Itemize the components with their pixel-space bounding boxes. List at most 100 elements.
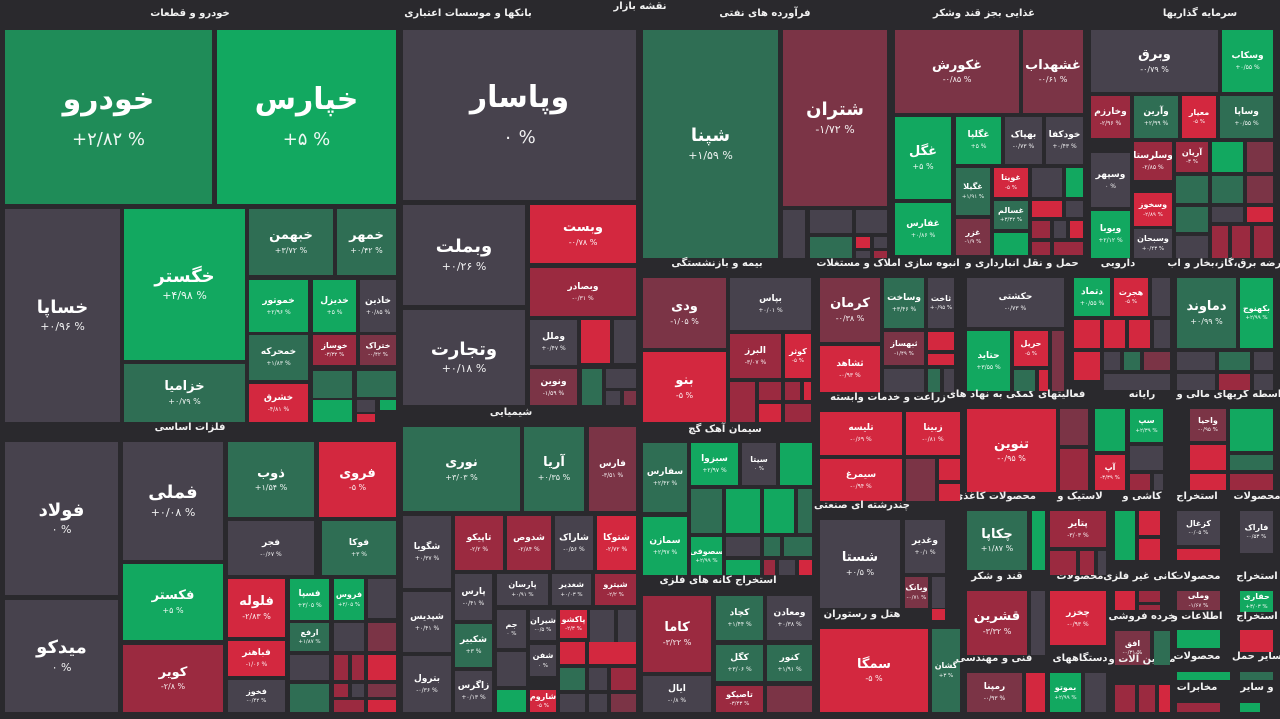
small-stock-tile[interactable] <box>1176 236 1208 258</box>
small-stock-tile[interactable] <box>691 489 722 533</box>
small-stock-tile[interactable] <box>589 642 636 664</box>
small-stock-tile[interactable] <box>884 369 924 392</box>
stock-tile[interactable]: غگل +۵ % <box>895 117 951 199</box>
small-stock-tile[interactable] <box>1054 221 1066 238</box>
stock-tile[interactable]: چخزر -۰/۹۳ % <box>1050 591 1106 645</box>
stock-tile[interactable]: پتایر -۳/۰۳ % <box>1050 511 1106 547</box>
small-stock-tile[interactable] <box>1060 409 1088 445</box>
small-stock-tile[interactable] <box>611 668 636 690</box>
stock-tile[interactable]: شتوکا -۲/۷۲ % <box>597 516 636 570</box>
small-stock-tile[interactable] <box>1115 591 1135 610</box>
stock-tile[interactable]: وسبحان +۰/۴۳ % <box>1134 229 1172 258</box>
small-stock-tile[interactable] <box>1085 673 1106 712</box>
small-stock-tile[interactable] <box>1190 445 1226 470</box>
stock-tile[interactable]: پاکشو -۲/۳ % <box>560 610 587 638</box>
stock-tile[interactable]: خساپا +۰/۹۶ % <box>5 209 120 422</box>
small-stock-tile[interactable] <box>785 382 800 400</box>
stock-tile[interactable]: سیتا ۰ % <box>742 443 776 485</box>
small-stock-tile[interactable] <box>1159 685 1170 712</box>
stock-tile[interactable]: فروی -۵ % <box>319 442 396 517</box>
small-stock-tile[interactable] <box>357 371 396 397</box>
stock-tile[interactable]: رمپنا -۰/۹۳ % <box>967 673 1022 712</box>
small-stock-tile[interactable] <box>1177 703 1220 712</box>
stock-tile[interactable]: فوکا +۳ % <box>322 521 396 575</box>
stock-tile[interactable]: وسخوز -۲/۸۹ % <box>1134 193 1172 226</box>
small-stock-tile[interactable] <box>1154 320 1170 348</box>
small-stock-tile[interactable] <box>497 652 526 686</box>
small-stock-tile[interactable] <box>1031 591 1045 655</box>
stock-tile[interactable]: ارفع +۱/۸۷ % <box>290 623 329 651</box>
small-stock-tile[interactable] <box>290 655 329 680</box>
stock-tile[interactable]: سبزوا +۲/۹۷ % <box>691 443 738 485</box>
small-stock-tile[interactable] <box>1032 221 1050 238</box>
small-stock-tile[interactable] <box>1115 511 1135 560</box>
stock-tile[interactable]: فلوله -۲/۸۳ % <box>228 579 285 637</box>
small-stock-tile[interactable] <box>590 610 614 646</box>
stock-tile[interactable]: فکستر +۵ % <box>123 564 223 640</box>
small-stock-tile[interactable] <box>759 382 781 400</box>
stock-tile[interactable]: وبست -۰/۷۸ % <box>530 205 636 263</box>
small-stock-tile[interactable] <box>856 251 870 258</box>
small-stock-tile[interactable] <box>1139 539 1160 560</box>
stock-tile[interactable]: هجرت -۵ % <box>1114 278 1148 316</box>
small-stock-tile[interactable] <box>582 369 602 405</box>
small-stock-tile[interactable] <box>589 668 607 690</box>
stock-tile[interactable]: وپاسار ۰ % <box>403 30 636 200</box>
small-stock-tile[interactable] <box>1219 374 1250 390</box>
stock-tile[interactable]: شتران -۱/۷۲ % <box>783 30 887 206</box>
small-stock-tile[interactable] <box>1014 370 1035 391</box>
stock-tile[interactable]: وساخت +۳/۴۶ % <box>884 278 924 328</box>
stock-tile[interactable]: نوری +۳/۰۳ % <box>403 427 520 511</box>
stock-tile[interactable]: بموتو +۲/۹۹ % <box>1050 673 1081 712</box>
stock-tile[interactable]: فخوز -۰/۴۲ % <box>228 680 285 712</box>
small-stock-tile[interactable] <box>606 369 636 388</box>
small-stock-tile[interactable] <box>928 332 954 350</box>
small-stock-tile[interactable] <box>1032 168 1062 197</box>
stock-tile[interactable]: کنور +۱/۹۱ % <box>767 645 812 681</box>
small-stock-tile[interactable] <box>1026 673 1045 712</box>
stock-tile[interactable]: وملی -۱/۶۷ % <box>1177 591 1220 610</box>
small-stock-tile[interactable] <box>1177 549 1220 560</box>
stock-tile[interactable]: خودکفا +۰/۴۳ % <box>1046 117 1083 164</box>
stock-tile[interactable]: شیترو -۲/۲ % <box>595 574 636 605</box>
small-stock-tile[interactable] <box>1098 551 1106 575</box>
small-stock-tile[interactable] <box>334 623 364 651</box>
small-stock-tile[interactable] <box>1240 672 1273 680</box>
stock-tile[interactable]: خزامیا +۰/۷۹ % <box>124 364 245 422</box>
small-stock-tile[interactable] <box>1130 474 1150 490</box>
stock-tile[interactable]: دتماد +۰/۵۵ % <box>1074 278 1110 316</box>
small-stock-tile[interactable] <box>1130 446 1163 470</box>
small-stock-tile[interactable] <box>906 459 935 501</box>
small-stock-tile[interactable] <box>368 655 396 680</box>
stock-tile[interactable]: زاگرس +۰/۱۳ % <box>455 671 492 712</box>
stock-tile[interactable]: کرمان -۰/۳۸ % <box>820 278 880 342</box>
small-stock-tile[interactable] <box>1230 409 1273 451</box>
stock-tile[interactable]: وساپا +۰/۵۵ % <box>1220 96 1273 138</box>
small-stock-tile[interactable] <box>804 382 811 400</box>
stock-tile[interactable]: شغدیر +۰/۰۳ % <box>552 574 591 605</box>
stock-tile[interactable]: تلیسه -۰/۶۹ % <box>820 412 902 455</box>
small-stock-tile[interactable] <box>1177 352 1215 370</box>
small-stock-tile[interactable] <box>874 251 887 258</box>
stock-tile[interactable]: تاپیکو -۲/۲ % <box>455 516 503 570</box>
stock-tile[interactable]: غگیلا +۱/۹۱ % <box>956 168 990 215</box>
small-stock-tile[interactable] <box>1104 320 1125 348</box>
stock-tile[interactable]: حریل -۵ % <box>1014 331 1048 366</box>
small-stock-tile[interactable] <box>581 320 610 363</box>
stock-tile[interactable]: سفارس +۲/۴۲ % <box>643 443 687 512</box>
stock-tile[interactable]: خدیزل +۵ % <box>313 280 356 332</box>
small-stock-tile[interactable] <box>810 237 852 258</box>
stock-tile[interactable]: شستا +۰/۵ % <box>820 520 900 608</box>
small-stock-tile[interactable] <box>1104 374 1170 390</box>
small-stock-tile[interactable] <box>1074 320 1100 348</box>
stock-tile[interactable]: حکشتی -۰/۷۳ % <box>967 278 1064 327</box>
small-stock-tile[interactable] <box>779 560 795 575</box>
small-stock-tile[interactable] <box>368 623 396 651</box>
small-stock-tile[interactable] <box>928 354 954 365</box>
small-stock-tile[interactable] <box>497 690 526 712</box>
small-stock-tile[interactable] <box>1115 685 1135 712</box>
small-stock-tile[interactable] <box>874 237 887 248</box>
small-stock-tile[interactable] <box>1139 511 1160 535</box>
stock-tile[interactable]: وخارزم -۲/۹۶ % <box>1091 96 1130 138</box>
stock-tile[interactable]: ومعادن +۰/۳۸ % <box>767 596 812 640</box>
